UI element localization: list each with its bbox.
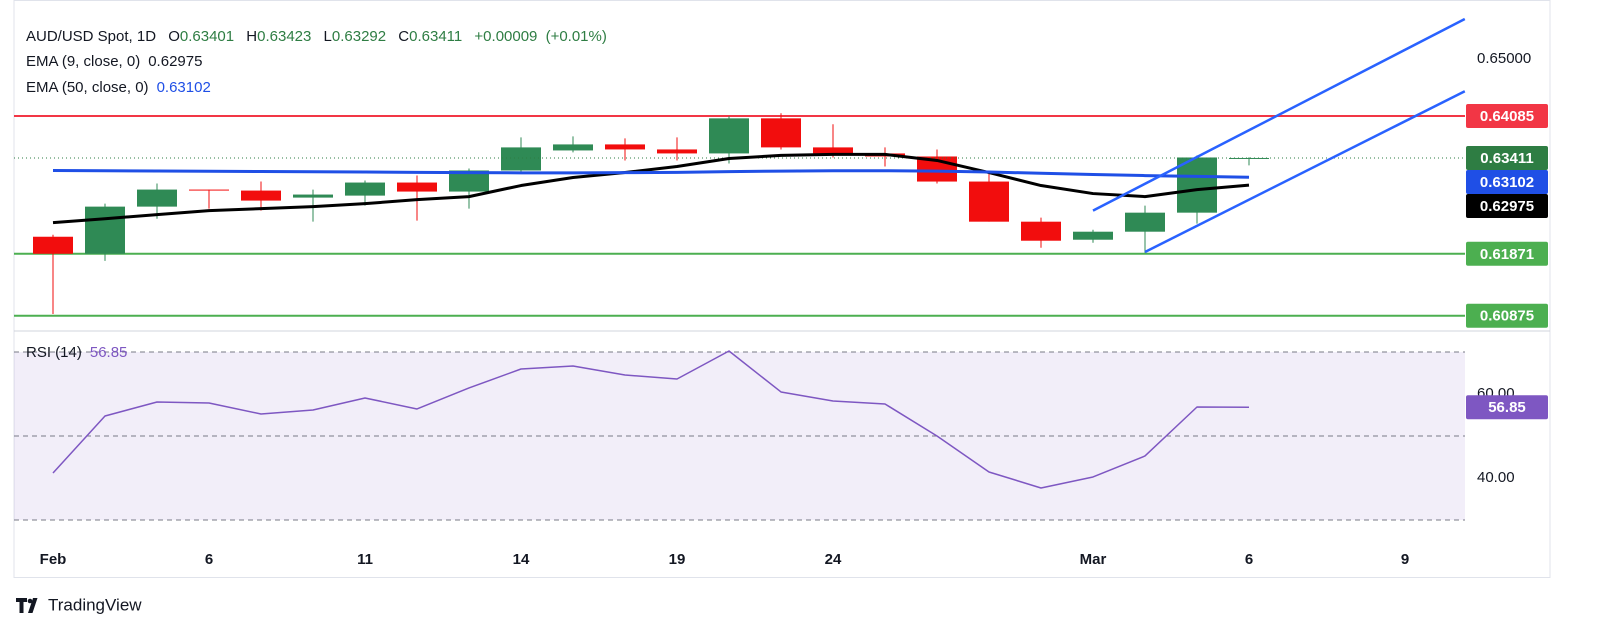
y-tick-label: 0.65000 bbox=[1477, 50, 1531, 67]
candle-body bbox=[813, 147, 853, 154]
x-tick-label: 24 bbox=[825, 551, 842, 568]
ema-badge bbox=[1466, 193, 1548, 218]
candle-body bbox=[241, 190, 281, 201]
candle-body bbox=[1021, 221, 1061, 241]
candle-body bbox=[709, 118, 749, 154]
candle-body bbox=[761, 118, 801, 148]
ema-line bbox=[52, 168, 1250, 179]
candle-body bbox=[85, 206, 125, 254]
rsi-line bbox=[52, 350, 1250, 489]
ema-badge-text: 0.62975 bbox=[1480, 198, 1534, 215]
change-pct: (+0.01%) bbox=[546, 28, 607, 45]
ohlc-value: 0.63411 bbox=[409, 28, 462, 45]
y-tick-label: 40.00 bbox=[1477, 469, 1515, 486]
legend-entry: RSI (14) 56.85 bbox=[26, 344, 127, 361]
candle-body bbox=[553, 144, 593, 151]
legend-label: EMA (50, close, 0) bbox=[26, 79, 149, 96]
rsi-badge-text: 56.85 bbox=[1488, 399, 1526, 416]
ohlc-value: 0.63401 bbox=[180, 28, 234, 45]
channel-line bbox=[1144, 90, 1466, 254]
channel-line bbox=[1092, 17, 1466, 212]
x-tick-label: 19 bbox=[669, 551, 686, 568]
candle-body bbox=[501, 147, 541, 171]
candle-body bbox=[605, 144, 645, 150]
level-badge-text: 0.61871 bbox=[1480, 246, 1534, 263]
legend-entry: EMA (9, close, 0) 0.62975 bbox=[26, 53, 202, 70]
chart-frame bbox=[13, 0, 1551, 578]
level-badge-text: 0.64085 bbox=[1480, 108, 1534, 125]
ohlc-label: O bbox=[168, 28, 180, 45]
logo: TradingView bbox=[16, 595, 142, 614]
candle-body bbox=[1229, 157, 1269, 159]
level-badge bbox=[1466, 241, 1548, 266]
ohlc-label: L bbox=[324, 28, 332, 45]
x-tick-label: Mar bbox=[1080, 551, 1107, 568]
logo-mark bbox=[16, 598, 38, 613]
candle-body bbox=[293, 194, 333, 198]
x-tick-label: 11 bbox=[357, 551, 373, 568]
candle-body bbox=[189, 189, 229, 191]
change: +0.00009 bbox=[474, 28, 537, 45]
chart-title: AUD/USD Spot, 1D bbox=[26, 28, 156, 45]
logo-text: TradingView bbox=[48, 595, 142, 614]
chart-header: AUD/USD Spot, 1D O0.63401 H0.63423 L0.63… bbox=[26, 28, 607, 45]
candle-body bbox=[969, 181, 1009, 222]
candle-body bbox=[345, 182, 385, 196]
level-badge bbox=[1466, 104, 1548, 129]
ohlc-value: 0.63292 bbox=[332, 28, 386, 45]
candle-body bbox=[1125, 212, 1165, 232]
legend-value: 0.63102 bbox=[157, 79, 211, 96]
rsi-badge bbox=[1466, 395, 1548, 420]
legend-label: RSI (14) bbox=[26, 344, 82, 361]
logo-dot bbox=[27, 598, 33, 604]
candle-body bbox=[657, 149, 697, 154]
level-badge-text: 0.60875 bbox=[1480, 308, 1534, 325]
last-price-badge bbox=[1466, 145, 1548, 170]
level-badge bbox=[1466, 303, 1548, 328]
last-price-badge-text: 0.63411 bbox=[1480, 150, 1533, 167]
legend-value: 56.85 bbox=[90, 344, 128, 361]
ema-line bbox=[52, 152, 1250, 225]
candle-body bbox=[1177, 157, 1217, 213]
plot-layer: 0.65000 Feb 6 11 14 19 24 Mar 6 9 0.64085 0.63411 0.… bbox=[14, 17, 1548, 568]
candle-body bbox=[449, 170, 489, 192]
candle-body bbox=[137, 189, 177, 207]
x-tick-label: Feb bbox=[40, 551, 67, 568]
x-tick-label: 14 bbox=[513, 551, 530, 568]
ohlc-value: 0.63423 bbox=[257, 28, 311, 45]
ema-badge bbox=[1466, 169, 1548, 194]
candle-body bbox=[397, 182, 437, 192]
legend-label: EMA (9, close, 0) bbox=[26, 53, 140, 70]
candle-body bbox=[1073, 231, 1113, 240]
ohlc-label: H bbox=[246, 28, 257, 45]
x-tick-label: 6 bbox=[1245, 551, 1253, 568]
ema-badge-text: 0.63102 bbox=[1480, 174, 1534, 191]
x-tick-label: 6 bbox=[205, 551, 213, 568]
candle-body bbox=[33, 236, 73, 254]
ohlc-label: C bbox=[398, 28, 409, 45]
legend-value: 0.62975 bbox=[148, 53, 202, 70]
x-tick-label: 9 bbox=[1401, 551, 1409, 568]
legend-entry: EMA (50, close, 0) 0.63102 bbox=[26, 79, 211, 96]
